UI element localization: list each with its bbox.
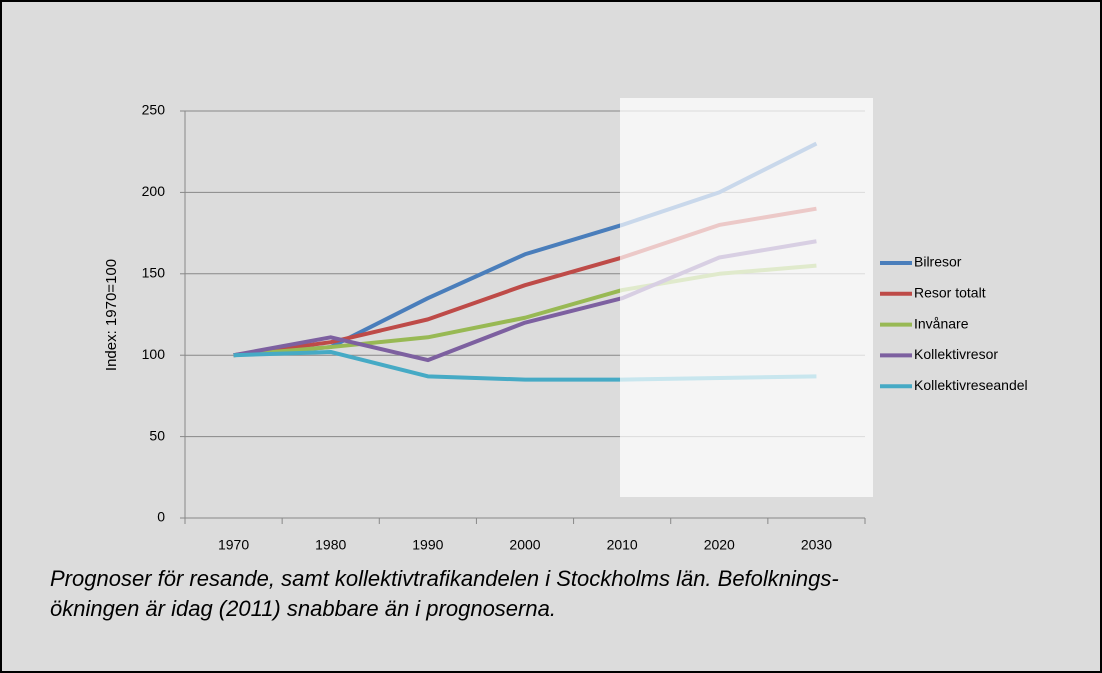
y-tick-label: 250	[142, 102, 166, 118]
legend-label: Kollektivresor	[914, 346, 998, 362]
y-tick-label: 0	[157, 509, 165, 525]
y-tick-label: 150	[142, 265, 166, 281]
x-tick-label: 2020	[704, 537, 735, 553]
caption: Prognoser för resande, samt kollektivtra…	[50, 566, 839, 591]
y-tick-label: 50	[149, 427, 165, 443]
x-tick-label: 1990	[412, 537, 443, 553]
y-axis-label: Index: 1970=100	[103, 259, 120, 371]
caption: ökningen är idag (2011) snabbare än i pr…	[50, 596, 556, 621]
plot-area: 0 50 100 150 200 250 1970 1980 1990 2000 2010 2020 2…	[142, 98, 1028, 553]
x-tick-label: 2030	[801, 537, 832, 553]
y-tick-label: 200	[142, 183, 166, 199]
legend-label: Kollektivreseandel	[914, 377, 1028, 393]
x-tick-label: 2010	[607, 537, 638, 553]
y-tick-label: 100	[142, 346, 166, 362]
x-tick-label: 1980	[315, 537, 346, 553]
x-tick-label: 2000	[509, 537, 540, 553]
x-tick-label: 1970	[218, 537, 249, 553]
legend-label: Invånare	[914, 315, 969, 331]
legend-label: Resor totalt	[914, 285, 986, 301]
legend-label: Bilresor	[914, 254, 962, 270]
forecast-shade	[620, 98, 873, 497]
